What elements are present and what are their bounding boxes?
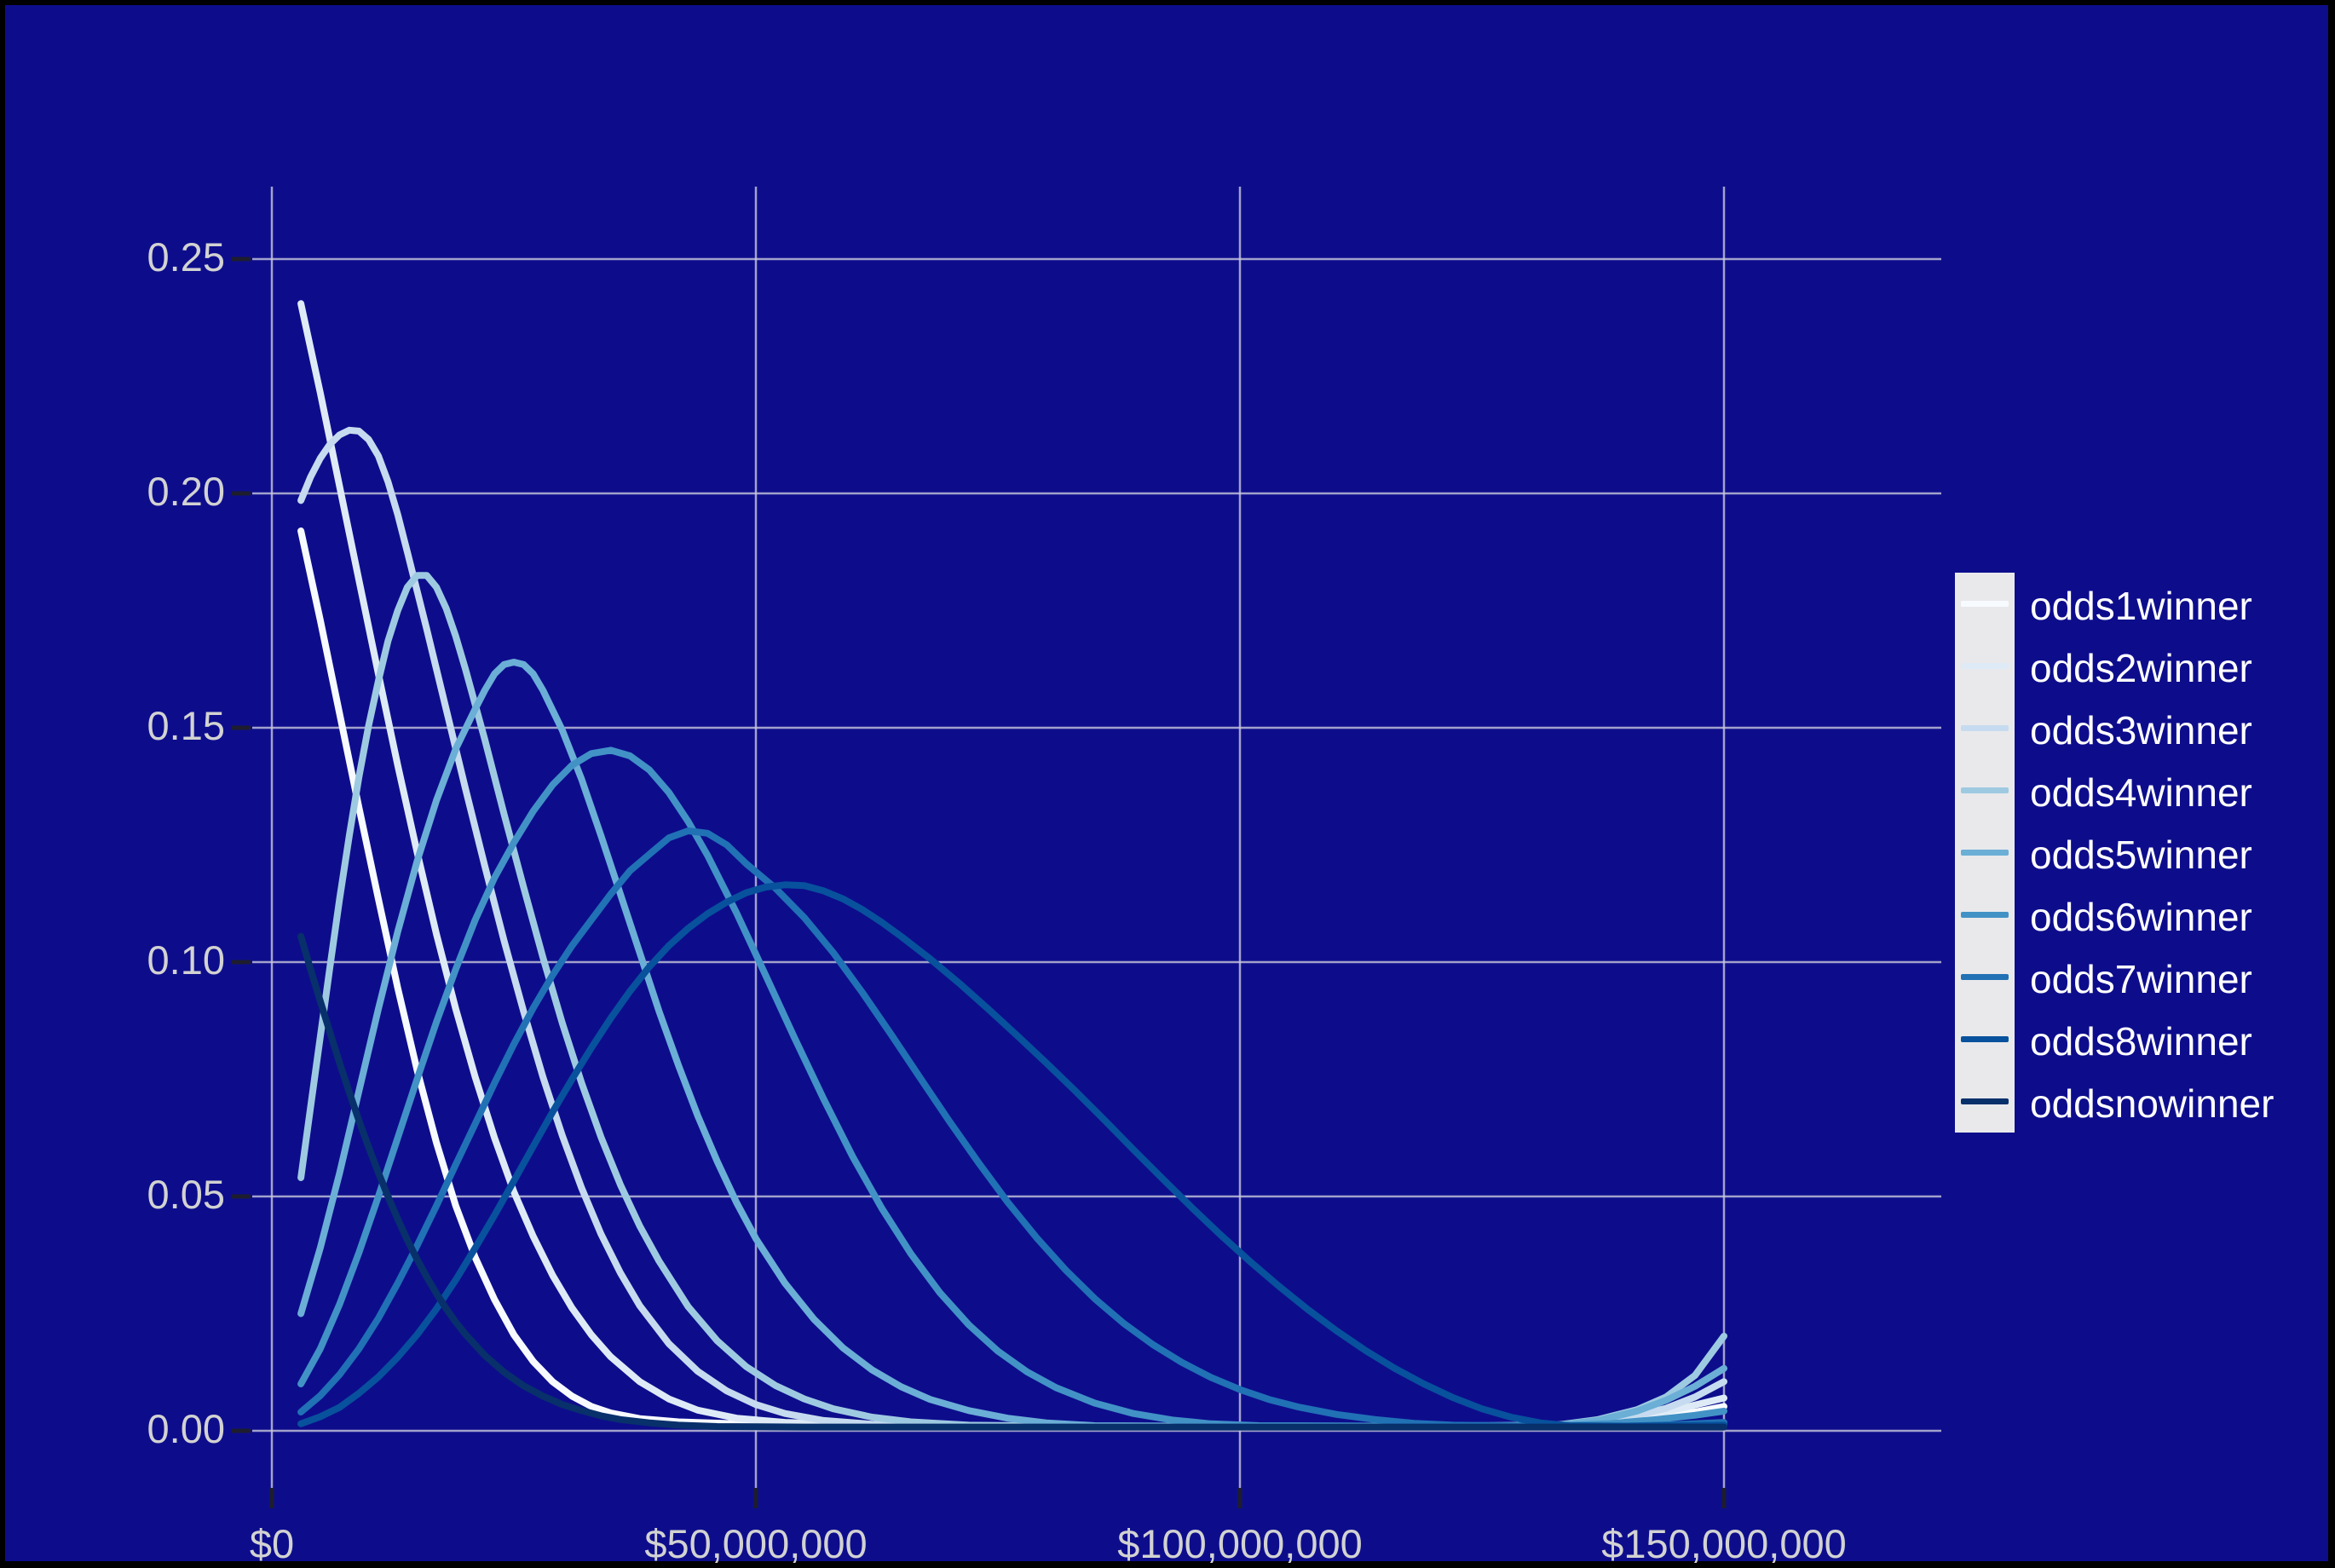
y-tick-label: 0.20 [147,469,225,514]
plot-figure: For division 2, the higher the jackpot, … [5,5,2328,1566]
legend-swatch-odds7winner [1961,973,2009,980]
legend-swatch-odds8winner [1961,1035,2009,1042]
legend-label-odds3winner: odds3winner [2030,708,2252,752]
x-tick-label: $100,000,000 [1117,1521,1363,1566]
legend-swatch-odds6winner [1961,911,2009,918]
series-line-odds7winner [297,827,1727,1430]
x-tick-label: $0 [249,1521,295,1566]
legend-label-odds6winner: odds6winner [2030,895,2252,939]
y-tick-label: 0.25 [147,234,225,280]
series-line-odds8winner [297,881,1727,1430]
legend-label-odds2winner: odds2winner [2030,646,2252,690]
x-tick-label: $150,000,000 [1601,1521,1847,1566]
plot-canvas [5,5,2328,1561]
legend-label-odds1winner: odds1winner [2030,584,2252,628]
figure-background [5,5,2328,1561]
legend-swatch-odds4winner [1961,787,2009,793]
legend-swatch-odds2winner [1961,662,2009,669]
series-line-oddsnowinner [297,932,1727,1431]
legend-label-odds8winner: odds8winner [2030,1019,2252,1064]
legend-swatch-odds3winner [1961,724,2009,731]
series-line-odds6winner [297,747,1727,1430]
legend-label-odds7winner: odds7winner [2030,957,2252,1001]
x-tick-label: $50,000,000 [644,1521,868,1566]
legend-swatch-odds1winner [1961,600,2009,607]
legend-label-oddsnowinner: oddsnowinner [2030,1081,2274,1126]
y-tick-label: 0.15 [147,703,225,748]
y-tick-label: 0.05 [147,1172,225,1217]
legend-swatch-oddsnowinner [1961,1098,2009,1104]
legend-label-odds5winner: odds5winner [2030,833,2252,877]
legend-label-odds4winner: odds4winner [2030,770,2252,815]
y-tick-label: 0.10 [147,937,225,983]
legend-swatch-odds5winner [1961,849,2009,856]
y-tick-label: 0.00 [147,1406,225,1451]
